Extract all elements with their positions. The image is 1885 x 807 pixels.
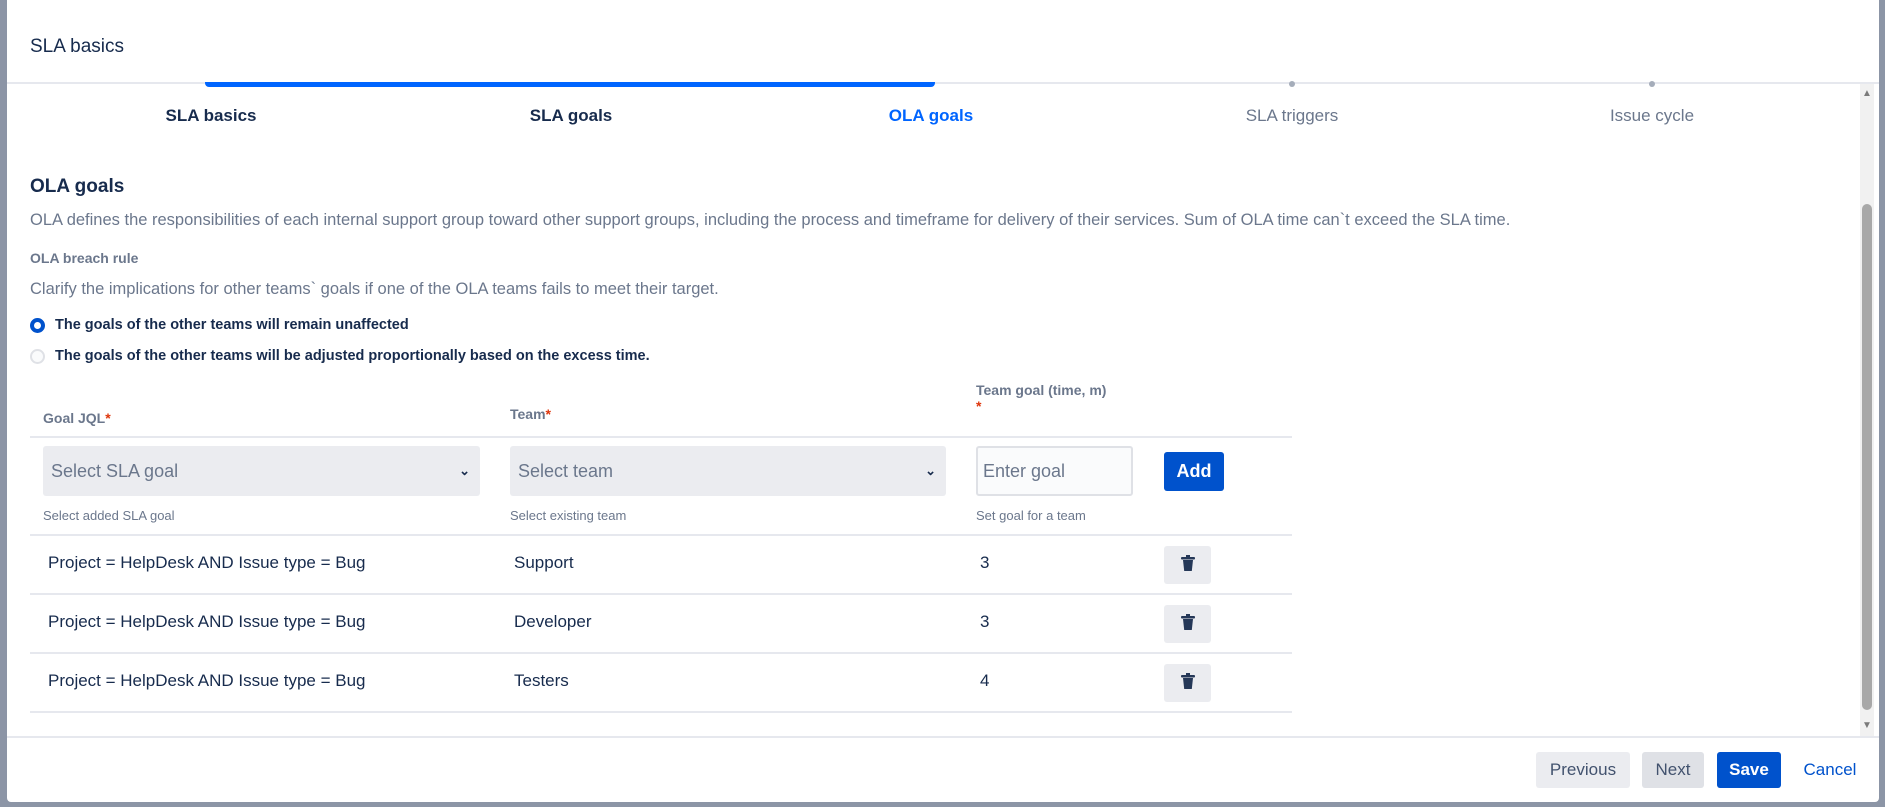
- delete-row-button[interactable]: [1164, 605, 1211, 643]
- divider: [30, 711, 1292, 713]
- sla-wizard-modal: SLA basics SLA basics SLA goals OLA goal…: [7, 0, 1879, 802]
- breach-rule-description: Clarify the implications for other teams…: [30, 280, 719, 298]
- scrollbar-thumb[interactable]: [1862, 204, 1872, 710]
- trash-icon: [1180, 554, 1195, 576]
- radio-label: The goals of the other teams will be adj…: [55, 348, 650, 364]
- header-team: Team*: [510, 406, 551, 422]
- scrollbar[interactable]: ▲ ▼: [1860, 84, 1874, 736]
- step-dot: [1649, 81, 1655, 87]
- time-help: Set goal for a team: [976, 508, 1086, 523]
- trash-icon: [1180, 613, 1195, 635]
- step-issue-cycle[interactable]: Issue cycle: [1609, 106, 1695, 125]
- header-team-goal: Team goal (time, m) *: [976, 382, 1107, 414]
- trash-icon: [1180, 672, 1195, 694]
- team-select-value: Select team: [518, 460, 614, 481]
- goal-select[interactable]: Select SLA goal ⌄: [43, 446, 480, 496]
- section-title: OLA goals: [30, 176, 125, 197]
- row-team: Developer: [514, 612, 592, 631]
- scroll-down-icon[interactable]: ▼: [1862, 720, 1872, 731]
- divider: [30, 436, 1292, 438]
- step-ola-goals[interactable]: OLA goals: [888, 106, 974, 125]
- radio-checked-icon[interactable]: [30, 317, 45, 333]
- header-goal-jql: Goal JQL*: [43, 410, 111, 426]
- radio-unaffected[interactable]: The goals of the other teams will remain…: [30, 317, 409, 333]
- radio-adjusted[interactable]: The goals of the other teams will be adj…: [30, 348, 650, 364]
- row-goal: Project = HelpDesk AND Issue type = Bug: [48, 671, 366, 690]
- divider: [30, 652, 1292, 654]
- radio-label: The goals of the other teams will remain…: [55, 317, 409, 333]
- row-goal: Project = HelpDesk AND Issue type = Bug: [48, 612, 366, 631]
- team-goal-input[interactable]: Enter goal: [976, 446, 1133, 496]
- section-description: OLA defines the responsibilities of each…: [30, 211, 1511, 229]
- progress-bar: [205, 82, 935, 87]
- team-help: Select existing team: [510, 508, 627, 523]
- step-sla-goals[interactable]: SLA goals: [529, 106, 613, 125]
- delete-row-button[interactable]: [1164, 664, 1211, 702]
- chevron-down-icon: ⌄: [925, 463, 936, 478]
- breach-rule-label: OLA breach rule: [30, 250, 139, 266]
- modal-title: SLA basics: [30, 36, 124, 57]
- save-button[interactable]: Save: [1717, 752, 1781, 788]
- next-button[interactable]: Next: [1642, 752, 1704, 788]
- header-divider: [7, 82, 1879, 84]
- scroll-up-icon[interactable]: ▲: [1862, 88, 1872, 99]
- goal-select-value: Select SLA goal: [51, 460, 179, 481]
- previous-button[interactable]: Previous: [1536, 752, 1630, 788]
- team-select[interactable]: Select team ⌄: [510, 446, 946, 496]
- goal-help: Select added SLA goal: [43, 508, 175, 523]
- step-sla-basics[interactable]: SLA basics: [165, 106, 257, 125]
- divider: [30, 534, 1292, 536]
- cancel-button[interactable]: Cancel: [1803, 760, 1857, 779]
- step-sla-triggers[interactable]: SLA triggers: [1245, 106, 1339, 125]
- chevron-down-icon: ⌄: [459, 463, 470, 478]
- footer-divider: [7, 736, 1879, 738]
- radio-unchecked-icon[interactable]: [30, 348, 45, 364]
- row-time: 4: [980, 671, 990, 690]
- row-team: Support: [514, 553, 574, 572]
- delete-row-button[interactable]: [1164, 546, 1211, 584]
- row-time: 3: [980, 612, 990, 631]
- row-team: Testers: [514, 671, 569, 690]
- row-time: 3: [980, 553, 990, 572]
- step-dot: [1289, 81, 1295, 87]
- divider: [30, 593, 1292, 595]
- row-goal: Project = HelpDesk AND Issue type = Bug: [48, 553, 366, 572]
- add-button[interactable]: Add: [1164, 452, 1224, 491]
